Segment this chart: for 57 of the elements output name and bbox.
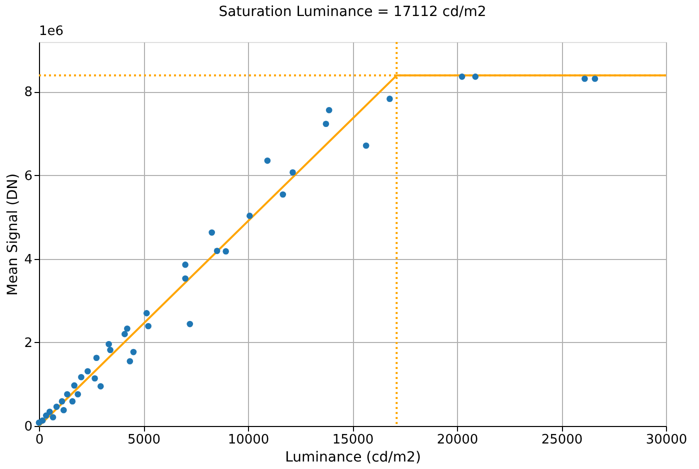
point (208, 229, 216, 236)
point (84, 368, 91, 374)
y-tick-label: 6 (24, 168, 32, 184)
point (42, 412, 50, 419)
point (106, 340, 112, 348)
point (458, 74, 466, 80)
point (145, 322, 152, 330)
point (122, 330, 128, 338)
point (50, 414, 56, 420)
point (182, 275, 188, 282)
point (58, 398, 66, 405)
point (53, 404, 60, 410)
point (582, 76, 588, 82)
point (386, 96, 393, 102)
point (280, 191, 286, 198)
point (246, 212, 253, 219)
chart-title: Saturation Luminance = 17112 cd/m2 (218, 4, 486, 20)
point (362, 142, 370, 149)
y-axis-title: Mean Signal (DN) (5, 173, 22, 296)
x-tick-label: 30000 (646, 432, 688, 448)
point (326, 106, 332, 114)
x-axis-title: Luminance (cd/m2) (285, 450, 421, 466)
point (93, 354, 100, 362)
x-tick-label: 5000 (127, 432, 161, 448)
point (71, 382, 78, 389)
x-tick-label: 0 (35, 432, 44, 448)
text: 1e6 (39, 24, 64, 39)
point (107, 346, 114, 354)
point (472, 74, 479, 80)
point (592, 76, 598, 82)
point (97, 383, 104, 390)
x-tick-label: 15000 (332, 432, 374, 448)
point (264, 158, 271, 164)
y-tick-label: 4 (24, 252, 32, 268)
point (69, 398, 76, 405)
point (214, 248, 220, 254)
point (290, 169, 296, 176)
point (46, 408, 53, 415)
x-tick-label: 10000 (228, 432, 270, 448)
x-tick-label: 25000 (541, 432, 583, 448)
point (64, 391, 70, 398)
point (92, 375, 98, 382)
y-tick-label: 0 (24, 420, 32, 434)
point (322, 120, 330, 128)
point (124, 325, 130, 332)
point (60, 406, 67, 414)
point (74, 391, 82, 398)
point (78, 374, 84, 380)
point (126, 358, 134, 364)
y-tick-label: 2 (24, 336, 32, 351)
point (186, 320, 194, 328)
point (182, 262, 188, 268)
point (222, 248, 230, 254)
y-tick-label: 8 (24, 85, 32, 100)
point (143, 310, 150, 316)
point (130, 348, 137, 356)
x-tick-label: 20000 (436, 432, 478, 448)
